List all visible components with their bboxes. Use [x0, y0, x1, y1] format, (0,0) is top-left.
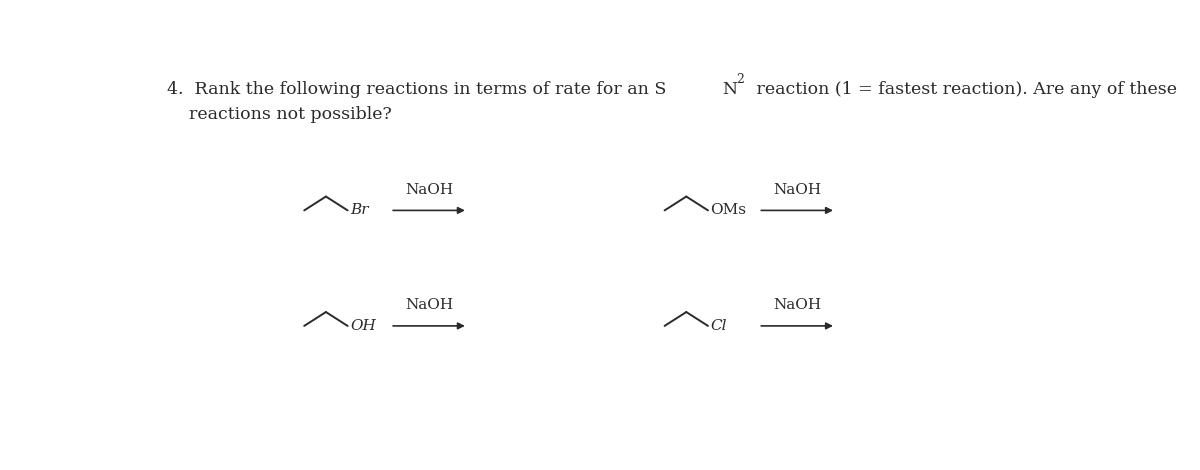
Text: OH: OH — [350, 319, 376, 333]
Text: NaOH: NaOH — [404, 182, 454, 196]
Text: NaOH: NaOH — [773, 298, 821, 312]
Text: reactions not possible?: reactions not possible? — [167, 106, 391, 124]
Text: OMs: OMs — [710, 204, 746, 218]
Text: reaction (1 = fastest reaction). Are any of these: reaction (1 = fastest reaction). Are any… — [751, 81, 1177, 98]
Text: 2: 2 — [737, 73, 744, 86]
Text: Cl: Cl — [710, 319, 727, 333]
Text: N: N — [722, 81, 737, 98]
Text: NaOH: NaOH — [773, 182, 821, 196]
Text: NaOH: NaOH — [404, 298, 454, 312]
Text: 4.  Rank the following reactions in terms of rate for an S: 4. Rank the following reactions in terms… — [167, 81, 666, 98]
Text: Br: Br — [350, 204, 368, 218]
